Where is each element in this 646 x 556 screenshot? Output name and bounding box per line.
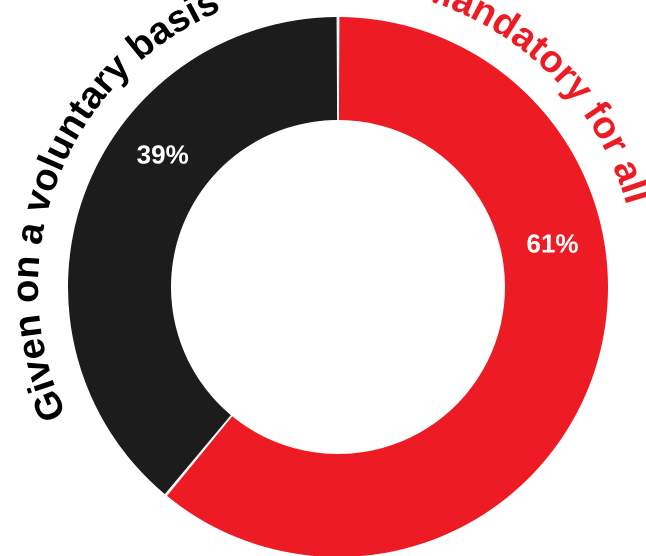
value-label-voluntary: 39%	[137, 139, 189, 169]
slice-mandatory	[166, 17, 608, 556]
value-label-mandatory: 61%	[527, 228, 579, 258]
slice-voluntary	[68, 17, 338, 495]
